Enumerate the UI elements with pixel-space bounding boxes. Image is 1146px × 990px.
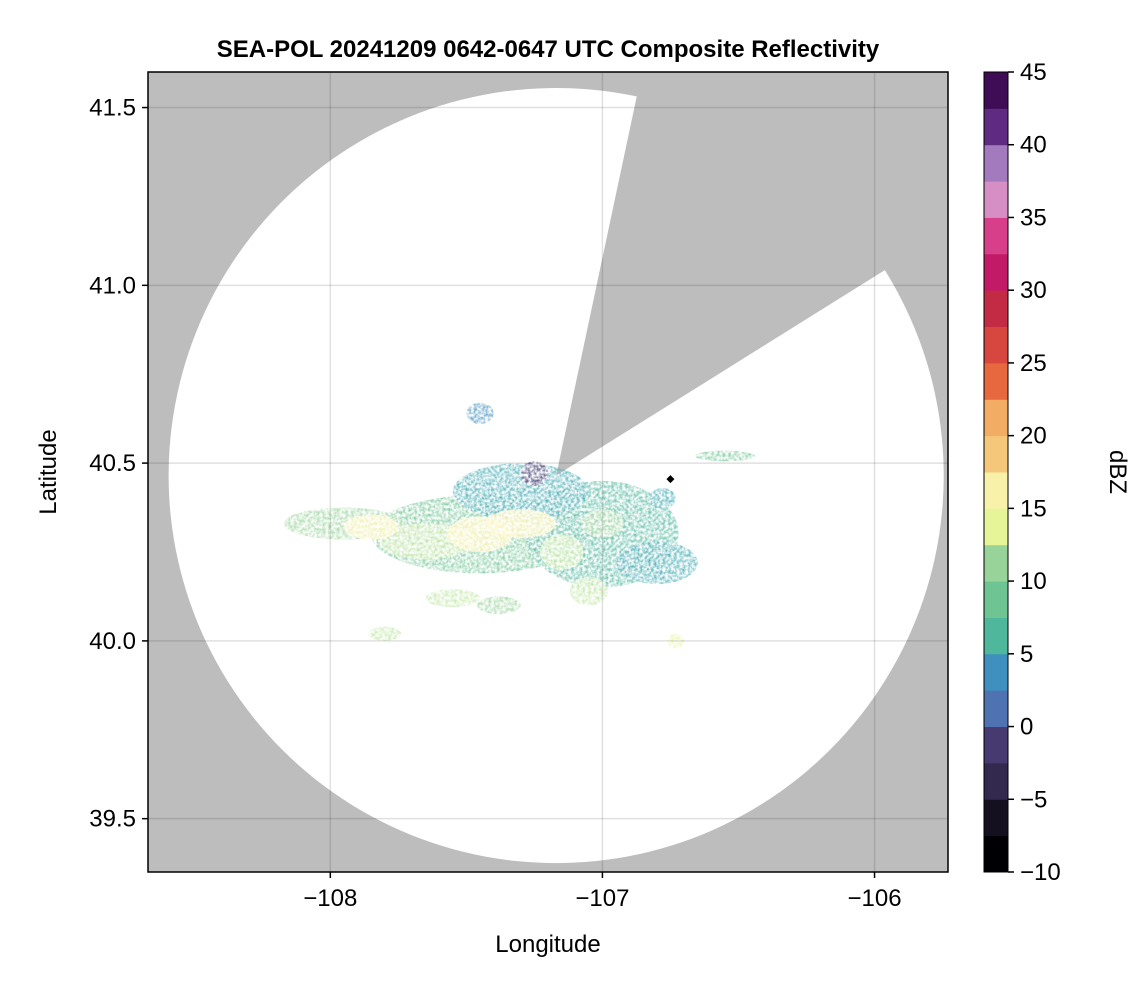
colorbar-bin xyxy=(984,435,1008,473)
colorbar-bin xyxy=(984,726,1008,764)
colorbar-tick-label: 15 xyxy=(1020,495,1047,522)
colorbar-bin xyxy=(984,326,1008,364)
echo-cell xyxy=(667,633,685,649)
echo-cell xyxy=(580,509,625,538)
colorbar-tick-label: 0 xyxy=(1020,714,1033,741)
colorbar-tick-label: 10 xyxy=(1020,568,1047,595)
y-tick-label: 41.5 xyxy=(89,95,136,122)
grid-lines xyxy=(148,72,948,872)
echo-cell xyxy=(569,576,608,606)
colorbar-bin xyxy=(984,253,1008,291)
site-marker xyxy=(666,475,675,484)
colorbar-frame xyxy=(983,71,1009,873)
echo-cell xyxy=(485,509,557,538)
reflectivity-echoes xyxy=(284,402,755,649)
chart-title: SEA-POL 20241209 0642-0647 UTC Composite… xyxy=(217,36,880,63)
colorbar-tick-label: −5 xyxy=(1020,786,1047,813)
x-tick-label: −108 xyxy=(303,885,357,912)
colorbar: −10 −5 0 5 10 15 20 25 30 35 40 45 dBZ xyxy=(983,59,1131,886)
colorbar-bin xyxy=(984,290,1008,328)
plot-frame xyxy=(147,71,949,873)
echo-cell xyxy=(477,596,521,615)
x-axis: −108 −107 −106 xyxy=(303,872,902,912)
plot-area xyxy=(147,71,949,873)
colorbar-tick-label: 20 xyxy=(1020,423,1047,450)
echo-cell xyxy=(452,463,589,520)
colorbar-bin xyxy=(984,581,1008,618)
colorbar-bins xyxy=(984,72,1008,873)
colorbar-ticks: −10 −5 0 5 10 15 20 25 30 35 40 45 xyxy=(1008,59,1061,886)
colorbar-bin xyxy=(984,508,1008,546)
echo-cell xyxy=(466,402,494,425)
colorbar-bin xyxy=(984,617,1008,655)
echo-cell xyxy=(694,450,755,462)
colorbar-tick-label: 40 xyxy=(1020,132,1047,159)
echo-cell xyxy=(520,461,548,487)
echo-cell xyxy=(616,541,698,585)
colorbar-bin xyxy=(984,544,1008,582)
y-tick-label: 40.0 xyxy=(89,628,136,655)
x-tick-label: −106 xyxy=(847,885,901,912)
colorbar-bin xyxy=(984,472,1008,509)
y-axis: 39.5 40.0 40.5 41.0 41.5 xyxy=(89,95,148,833)
colorbar-bin xyxy=(984,217,1008,255)
colorbar-bin xyxy=(984,72,1008,109)
colorbar-bin xyxy=(984,362,1008,400)
x-tick-label: −107 xyxy=(575,885,629,912)
y-tick-label: 40.5 xyxy=(89,450,136,477)
echo-cell xyxy=(425,589,480,608)
echo-cell xyxy=(368,626,402,641)
colorbar-tick-label: 5 xyxy=(1020,641,1033,668)
y-axis-label: Latitude xyxy=(35,429,62,514)
y-tick-label: 39.5 xyxy=(89,806,136,833)
colorbar-bin xyxy=(984,762,1008,800)
colorbar-bin xyxy=(984,799,1008,837)
colorbar-tick-label: −10 xyxy=(1020,859,1061,886)
echo-cell xyxy=(343,514,399,540)
echo-cell xyxy=(539,534,584,570)
colorbar-bin xyxy=(984,108,1008,146)
colorbar-bin xyxy=(984,653,1008,691)
colorbar-tick-label: 30 xyxy=(1020,277,1047,304)
colorbar-tick-label: 25 xyxy=(1020,350,1047,377)
echo-cell xyxy=(648,488,676,510)
y-tick-label: 41.0 xyxy=(89,272,136,299)
x-axis-label: Longitude xyxy=(495,931,600,958)
colorbar-bin xyxy=(984,181,1008,218)
colorbar-bin xyxy=(984,144,1008,182)
colorbar-bin xyxy=(984,835,1008,873)
colorbar-label: dBZ xyxy=(1104,450,1131,494)
colorbar-tick-label: 35 xyxy=(1020,204,1047,231)
colorbar-tick-label: 45 xyxy=(1020,59,1047,86)
colorbar-bin xyxy=(984,399,1008,437)
colorbar-bin xyxy=(984,690,1008,728)
